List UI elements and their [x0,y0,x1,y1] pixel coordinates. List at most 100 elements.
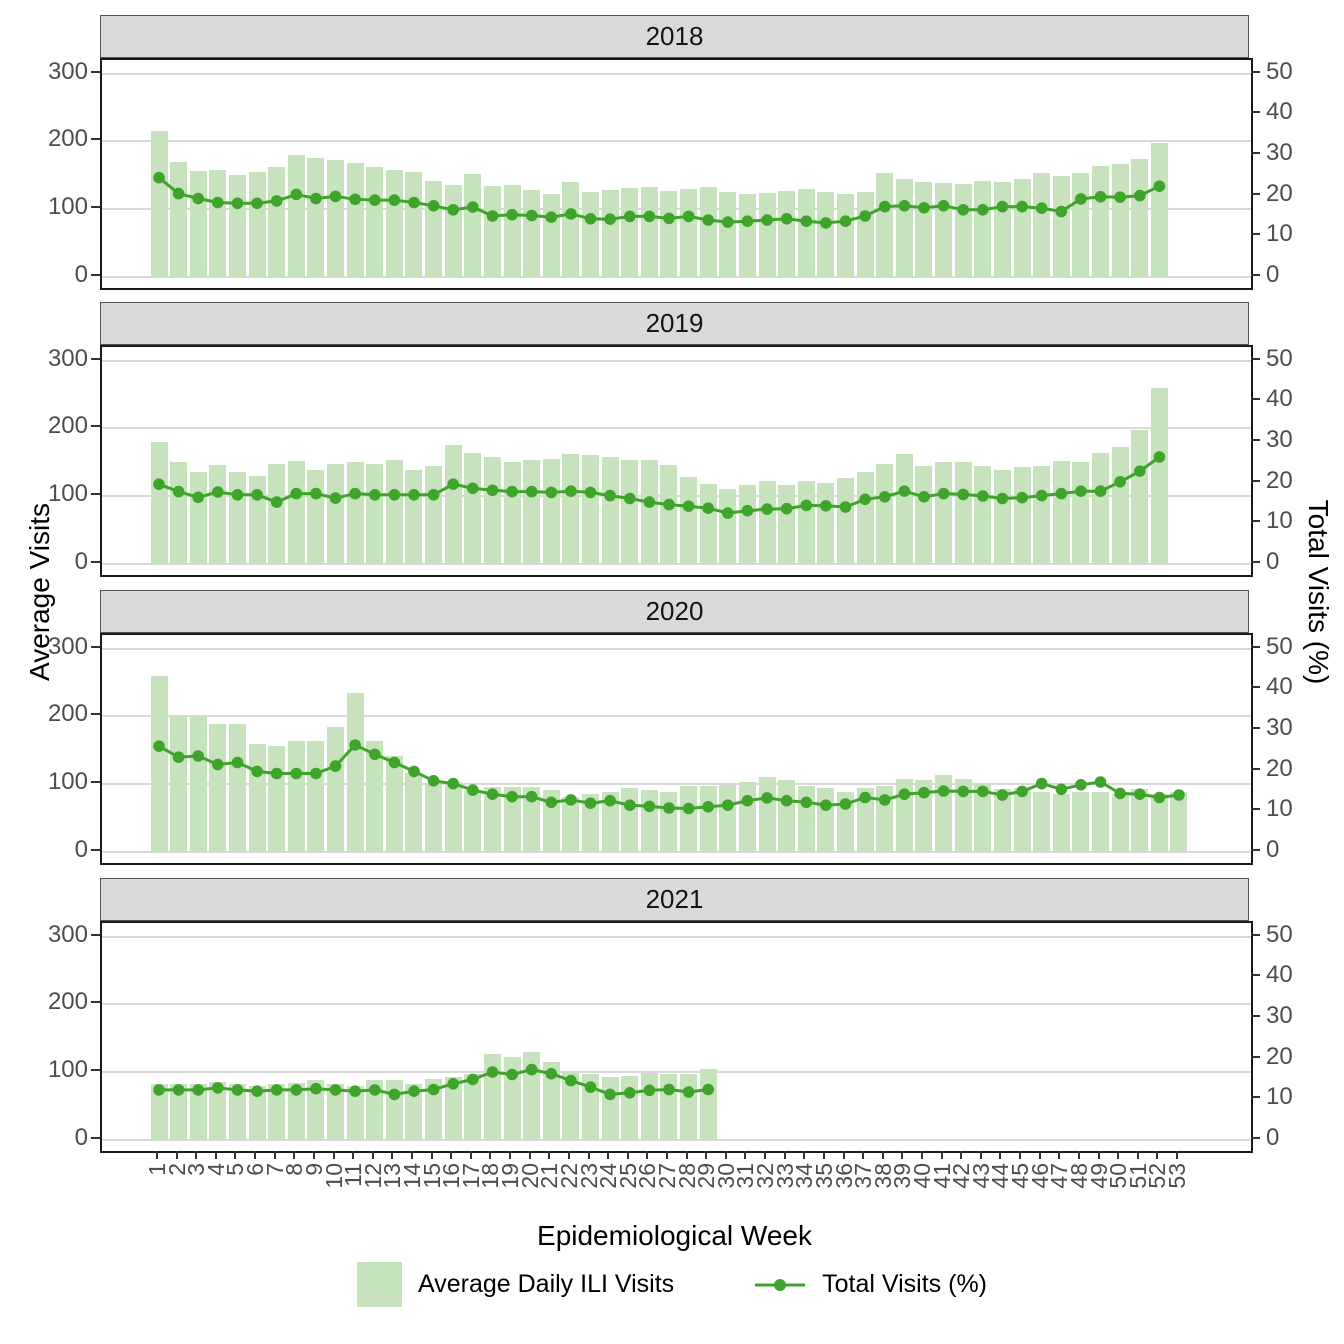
bar-week-49 [1092,792,1110,852]
bar-week-37 [856,472,874,564]
line-point-week-51 [1134,189,1146,202]
bar-week-24 [601,456,619,564]
bar-week-34 [797,480,815,564]
line-swatch-icon [755,1278,806,1291]
right-axis-tick-label: 30 [1266,138,1293,166]
bar-week-9 [307,1080,325,1140]
line-point-week-22 [565,485,577,497]
line-point-week-31 [741,504,754,517]
line-point-week-39 [898,485,911,497]
right-axis-tick-label: 10 [1266,795,1293,823]
facet-strip-2019: 2019 [100,302,1249,345]
line-point-week-53 [1173,789,1185,801]
legend-item-bars: Average Daily ILI Visits [357,1262,674,1307]
bar-week-7 [268,1083,286,1140]
bar-week-7 [268,167,286,277]
tick-mark [1251,520,1260,523]
facet-strip-2020: 2020 [100,590,1249,633]
line-point-week-45 [1016,200,1028,213]
tick-mark [1251,686,1260,689]
left-axis-tick-label: 100 [47,193,88,221]
right-axis-tick-label: 10 [1266,507,1293,535]
bar-week-7 [268,464,286,564]
left-axis-tick-label: 200 [47,125,88,153]
bar-week-47 [1052,794,1070,852]
bar-week-2 [170,714,188,852]
gridline [102,563,1251,565]
bar-week-19 [503,184,521,277]
line-point-week-2 [172,485,185,498]
tick-mark [1251,561,1260,563]
line-point-week-26 [643,1084,656,1097]
x-tick-mark [509,1151,512,1159]
line-point-week-38 [879,794,891,806]
bar-week-37 [856,787,874,852]
line-point-week-21 [545,486,558,499]
line-point-week-35 [820,500,832,512]
bar-week-11 [346,163,364,277]
x-tick-mark [332,1151,335,1159]
line-point-week-46 [1035,202,1048,214]
bar-week-16 [444,782,462,852]
bar-week-20 [523,786,541,852]
line-point-week-18 [486,210,499,222]
line-point-week-36 [839,798,852,810]
bar-week-2 [170,461,188,564]
bar-week-14 [405,772,423,852]
line-point-week-2 [172,751,185,763]
x-tick-mark [587,1151,590,1159]
line-point-week-10 [329,1084,342,1096]
line-point-week-21 [545,1067,558,1080]
line-point-week-51 [1134,465,1146,477]
tick-mark [1251,151,1260,154]
bar-week-52 [1150,142,1168,277]
tick-mark [1251,933,1260,936]
line-point-week-43 [977,490,989,502]
tick-mark [1251,767,1260,770]
x-tick-mark [1019,1151,1022,1159]
bar-week-3 [189,716,207,852]
line-point-week-3 [192,750,204,762]
tick-mark [1251,849,1260,851]
bar-week-42 [954,461,972,564]
line-point-week-37 [859,493,871,506]
bar-week-30 [719,488,737,564]
line-point-week-15 [427,1083,440,1096]
line-point-week-25 [624,210,636,223]
line-point-week-31 [741,794,754,807]
bar-week-10 [327,1083,345,1140]
bar-week-8 [287,154,305,277]
bar-week-12 [366,167,384,277]
line-point-week-16 [447,1078,460,1090]
plot-area-2018 [102,60,1251,288]
line-point-week-39 [898,200,911,212]
gridline [102,359,1251,362]
bar-week-1 [150,131,168,277]
bar-week-32 [758,480,776,564]
right-axis-tick-label: 0 [1266,548,1280,575]
line-point-week-34 [800,215,813,227]
bar-week-4 [209,169,227,277]
line-point-week-35 [820,217,832,229]
bar-week-21 [542,1061,560,1140]
line-point-week-11 [349,487,361,500]
left-axis-tick-label: 100 [47,768,88,796]
line-point-week-24 [604,213,616,225]
bar-week-11 [346,1086,364,1140]
x-tick-mark [293,1151,296,1159]
bar-week-31 [738,194,756,277]
line-point-week-6 [251,489,263,501]
line-point-week-21 [545,211,558,223]
line-point-week-10 [329,492,342,504]
right-axis-tick-label: 30 [1266,425,1293,453]
tick-mark [1251,974,1260,977]
line-point-week-19 [506,485,518,498]
x-tick-mark [234,1151,237,1159]
bar-week-31 [738,485,756,564]
bar-week-29 [699,785,717,852]
right-axis-tick-label: 10 [1266,220,1293,248]
bar-week-47 [1052,460,1070,564]
line-point-week-47 [1055,783,1068,796]
x-tick-mark [1117,1151,1120,1159]
